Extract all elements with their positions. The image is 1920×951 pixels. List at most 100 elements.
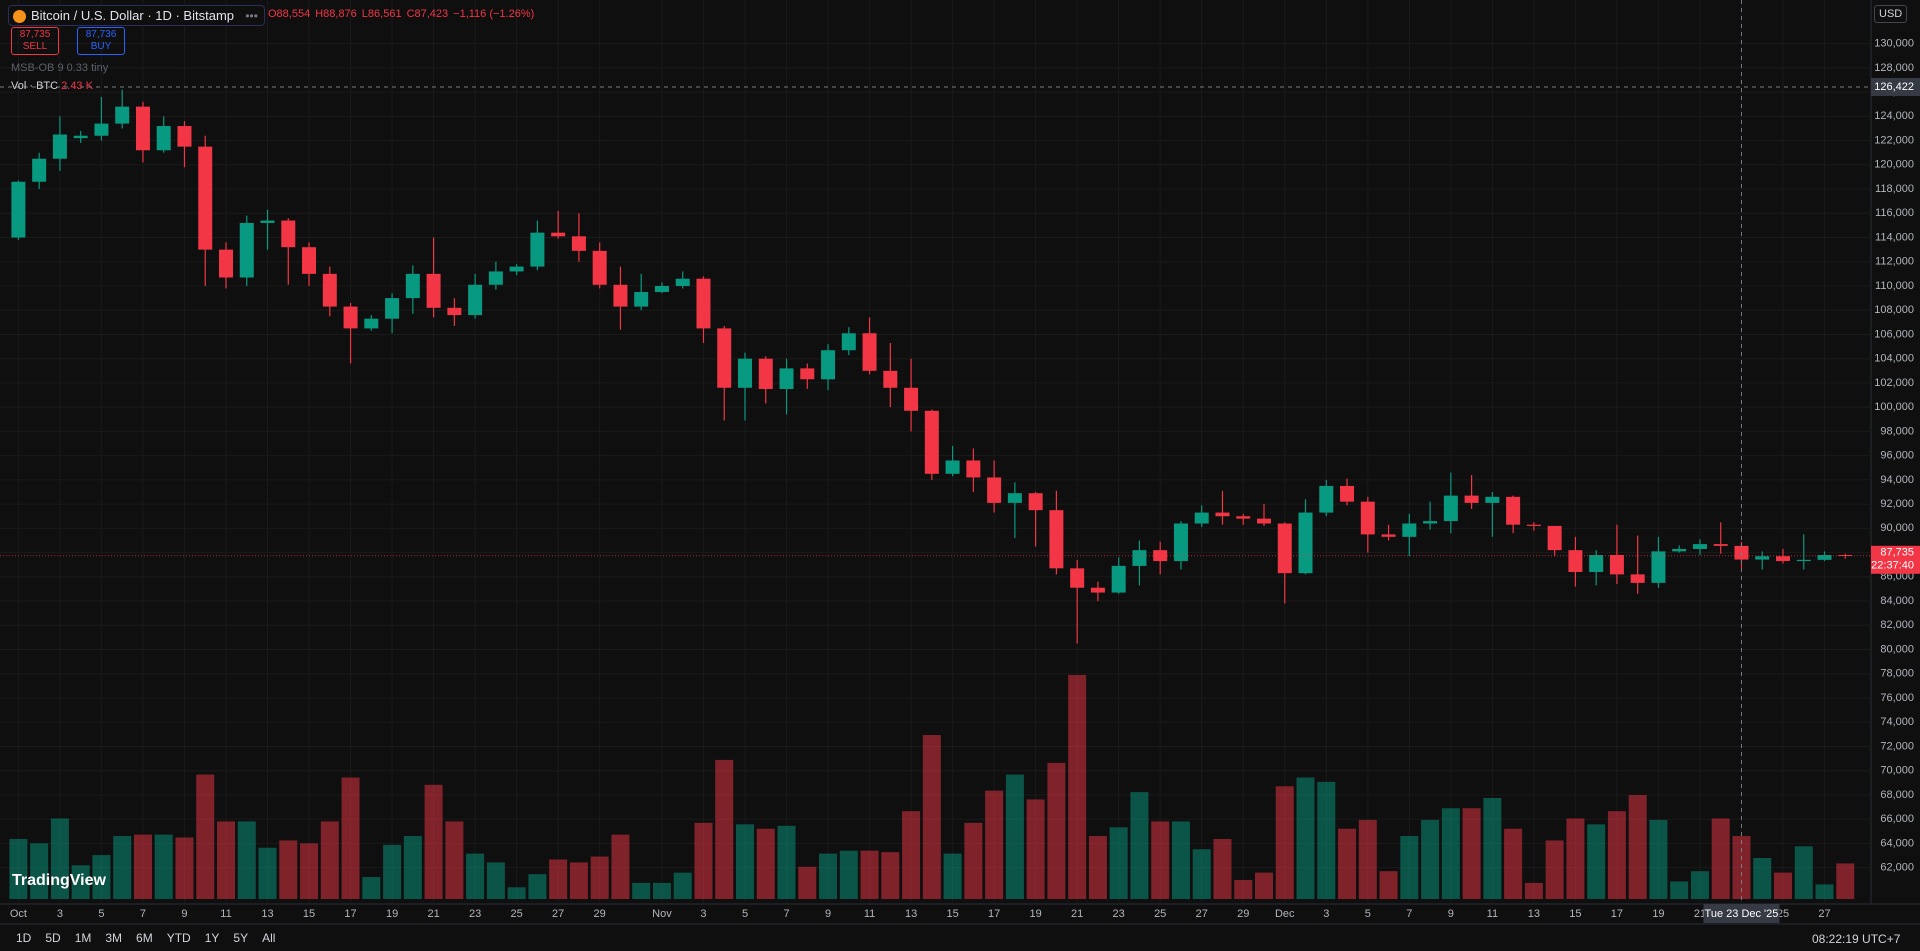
- buy-button[interactable]: 87,736 BUY: [77, 27, 125, 55]
- candle-body: [219, 249, 233, 278]
- candle-body: [1464, 495, 1479, 503]
- x-tick-label: 17: [1611, 908, 1623, 920]
- candle-body: [1028, 493, 1043, 511]
- volume-bar: [133, 834, 152, 899]
- volume-bar: [1753, 858, 1772, 899]
- y-tick-label: 70,000: [1880, 765, 1914, 777]
- volume-bar: [777, 825, 796, 899]
- y-tick-label: 124,000: [1874, 110, 1914, 122]
- candle-body: [364, 318, 379, 329]
- candle-body: [260, 220, 275, 223]
- volume-bar: [860, 850, 879, 899]
- volume-bar: [1109, 827, 1128, 899]
- range-button[interactable]: YTD: [166, 931, 191, 945]
- currency[interactable]: USD: [1874, 5, 1908, 23]
- x-tick-label: 19: [1030, 908, 1042, 920]
- candle-body: [1609, 555, 1624, 575]
- candle-body: [945, 460, 960, 474]
- y-tick-label: 90,000: [1880, 522, 1914, 534]
- volume-bar: [1441, 808, 1460, 899]
- candle-body: [52, 134, 67, 159]
- candle-body: [758, 358, 773, 389]
- sell-price: 87,735: [19, 29, 51, 40]
- candle-body: [1651, 551, 1666, 583]
- volume-bar: [549, 859, 568, 899]
- x-tick-label: 7: [1406, 908, 1412, 920]
- volume-bar: [92, 855, 111, 899]
- candle-body: [1153, 550, 1168, 562]
- volume-bar: [1213, 838, 1232, 899]
- x-tick-label: 25: [1777, 908, 1789, 920]
- volume-bar: [362, 877, 381, 899]
- volume-value: 2.43 K: [61, 80, 93, 92]
- candle-body: [841, 333, 856, 351]
- range-button[interactable]: 1D: [16, 931, 32, 945]
- y-tick-label: 130,000: [1874, 38, 1914, 50]
- volume-bar: [1649, 819, 1668, 899]
- candle-body: [1423, 521, 1438, 524]
- x-tick-label: 27: [552, 908, 564, 920]
- candle-body: [405, 273, 420, 299]
- volume-bar: [30, 843, 49, 899]
- candle-body: [924, 410, 939, 474]
- volume-bar: [1400, 836, 1419, 899]
- x-tick-label: 9: [1448, 908, 1454, 920]
- indicator-label[interactable]: MSB-OB 9 0.33 tiny: [11, 62, 109, 74]
- volume-bar: [1275, 786, 1294, 899]
- volume-bar: [1151, 821, 1170, 899]
- volume-bar: [50, 818, 69, 899]
- more: •••: [245, 9, 258, 23]
- range-button[interactable]: 1M: [74, 931, 92, 945]
- volume-bar: [964, 822, 983, 899]
- y-tick-label: 80,000: [1880, 643, 1914, 655]
- volume-bar: [320, 821, 339, 899]
- brand: TradingView: [12, 872, 106, 889]
- x-tick-label: 9: [181, 908, 187, 920]
- price-axis-bg: [1871, 0, 1920, 904]
- candle-body: [800, 368, 815, 380]
- x-tick-label: 19: [1652, 908, 1664, 920]
- volume-bar: [1587, 824, 1606, 899]
- x-tick-label: 21: [1071, 908, 1083, 920]
- range-button[interactable]: All: [262, 931, 276, 945]
- candle-body: [198, 146, 213, 250]
- candle-body: [1672, 548, 1687, 552]
- candle-body: [1692, 544, 1707, 549]
- volume-bar: [673, 872, 692, 899]
- buy-label: BUY: [90, 41, 112, 52]
- volume-bar: [632, 882, 651, 899]
- ohlc-value: O88,554: [268, 8, 311, 20]
- candle-body: [654, 285, 669, 293]
- range-button[interactable]: 5Y: [233, 931, 249, 945]
- symbol-header[interactable]: Bitcoin / U.S. Dollar · 1D · Bitstamp ••…: [8, 5, 265, 26]
- volume-bar: [1670, 881, 1689, 899]
- y-tick-label: 110,000: [1875, 280, 1914, 292]
- range-button[interactable]: 6M: [136, 931, 153, 945]
- volume-legend[interactable]: Vol · BTC 2.43 K: [11, 80, 93, 92]
- candle-body: [1443, 495, 1458, 522]
- sell-button[interactable]: 87,735 SELL: [11, 27, 59, 55]
- range-button[interactable]: 3M: [105, 931, 123, 945]
- x-tick-label: 19: [386, 908, 398, 920]
- candle-body: [821, 350, 836, 380]
- candle-body: [239, 222, 254, 278]
- y-tick-label: 92,000: [1880, 498, 1914, 510]
- range-button[interactable]: 1Y: [204, 931, 220, 945]
- volume-bar: [1005, 774, 1024, 899]
- candle-body: [447, 307, 462, 316]
- ohlc-value: H88,876: [315, 8, 357, 20]
- volume-bar: [1545, 840, 1564, 899]
- candle-body: [1360, 501, 1375, 535]
- y-tick-label: 100,000: [1874, 401, 1914, 413]
- x-tick-label: Nov: [652, 908, 672, 920]
- volume-bar: [1088, 836, 1107, 899]
- volume-bar: [798, 866, 817, 899]
- candle-body: [1776, 556, 1790, 562]
- volume-bar: [196, 774, 215, 899]
- candle-body: [302, 247, 317, 274]
- volume-bar: [486, 862, 505, 899]
- y-tick-label: 102,000: [1874, 377, 1914, 389]
- range-button[interactable]: 5D: [45, 931, 61, 945]
- candle-body: [281, 220, 296, 248]
